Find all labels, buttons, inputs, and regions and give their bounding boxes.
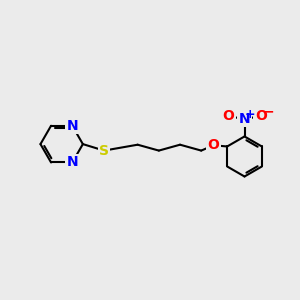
Text: N: N bbox=[239, 112, 250, 126]
Text: O: O bbox=[208, 138, 220, 152]
Text: N: N bbox=[67, 155, 78, 170]
Text: O: O bbox=[222, 110, 234, 123]
Text: N: N bbox=[67, 119, 78, 133]
Text: S: S bbox=[99, 144, 109, 158]
Text: +: + bbox=[244, 108, 255, 121]
Text: O: O bbox=[255, 110, 267, 123]
Text: −: − bbox=[262, 105, 274, 119]
